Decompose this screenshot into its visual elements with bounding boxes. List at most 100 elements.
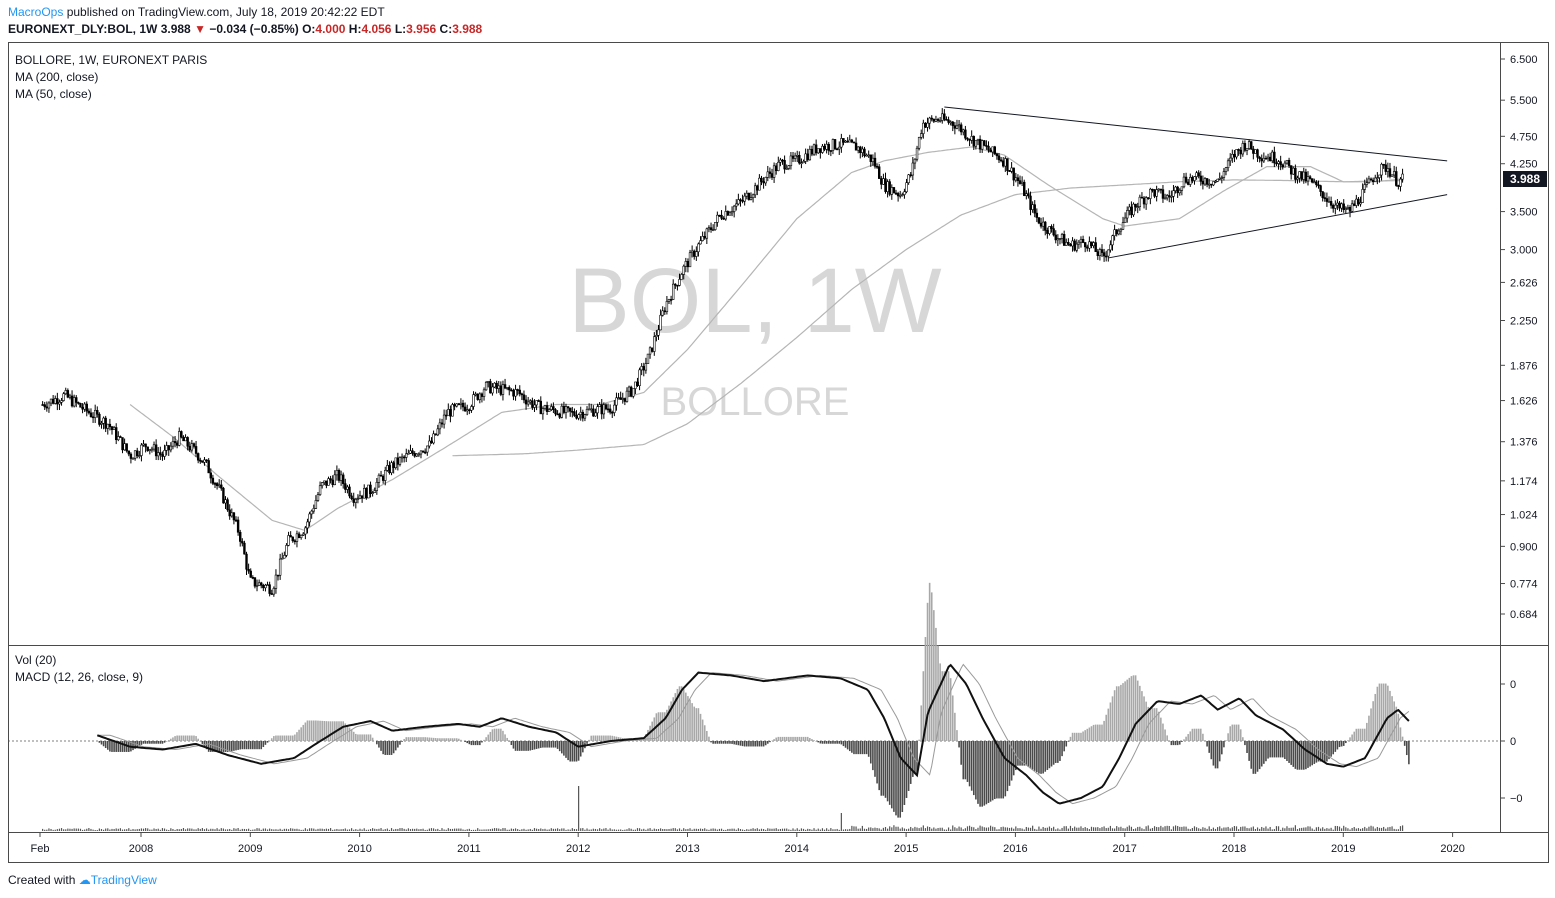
- volume-bar: [1347, 828, 1349, 831]
- macd-histogram-bar: [424, 737, 426, 741]
- macd-histogram-bar: [1025, 741, 1028, 766]
- volume-bar: [575, 829, 578, 831]
- candle-body: [581, 411, 585, 419]
- candle-body: [741, 200, 744, 202]
- volume-bar: [336, 828, 338, 831]
- volume-bar: [386, 828, 388, 831]
- macd-histogram-bar: [535, 741, 538, 749]
- volume-bar: [1130, 826, 1133, 831]
- volume-bar: [1229, 828, 1231, 831]
- candle-body: [468, 409, 471, 411]
- candle-body: [644, 363, 648, 371]
- time-tick-label: 2013: [675, 843, 699, 855]
- volume-bar: [1385, 828, 1387, 831]
- volume-bar: [588, 829, 590, 831]
- volume-bar: [439, 829, 441, 831]
- volume-bar: [1019, 828, 1021, 831]
- author-link[interactable]: MacroOps: [8, 5, 64, 19]
- macd-histogram-bar: [1109, 702, 1112, 741]
- volume-bar: [525, 829, 527, 831]
- volume-bar: [1376, 826, 1378, 831]
- volume-bar: [567, 829, 569, 831]
- volume-bar: [113, 828, 115, 831]
- macd-histogram-bar: [207, 741, 210, 752]
- candle-body: [1033, 204, 1036, 214]
- volume-bar: [193, 829, 195, 831]
- volume-bar: [798, 829, 800, 831]
- candle-body: [924, 122, 927, 128]
- macd-histogram-bar: [1357, 728, 1360, 741]
- candle-body: [51, 398, 55, 404]
- candle-body: [77, 402, 80, 404]
- volume-bar: [1328, 828, 1330, 831]
- volume-bar: [58, 828, 61, 831]
- volume-bar: [935, 828, 937, 831]
- candle-body: [1153, 189, 1156, 197]
- macd-histogram-bar: [537, 741, 540, 749]
- macd-histogram-bar: [388, 741, 391, 755]
- macd-histogram-bar: [1405, 741, 1408, 756]
- macd-histogram-bar: [399, 741, 401, 745]
- price-tick-label: 4.250: [1510, 159, 1538, 171]
- macd-histogram-bar: [1033, 741, 1036, 771]
- volume-bar: [1305, 827, 1307, 831]
- candle-body: [1203, 178, 1207, 185]
- macd-histogram-bar: [1374, 693, 1377, 741]
- candle-body: [1107, 249, 1110, 257]
- volume-bar: [149, 829, 151, 831]
- macd-histogram-bar: [182, 735, 185, 741]
- volume-bar: [1286, 826, 1288, 831]
- macd-histogram-bar: [899, 741, 902, 818]
- macd-histogram-bar: [203, 741, 206, 747]
- candle-body: [613, 404, 616, 413]
- candle-body: [798, 154, 801, 164]
- macd-histogram-bar: [1345, 741, 1347, 744]
- candle-body: [789, 155, 793, 167]
- volume-bar: [489, 829, 491, 831]
- volume-bar: [65, 829, 67, 831]
- volume-bar: [893, 825, 895, 831]
- candle-body: [1025, 193, 1028, 196]
- trendline: [1108, 194, 1448, 259]
- macd-histogram-bar: [237, 741, 239, 750]
- macd-histogram-bar: [548, 741, 550, 748]
- candle-body: [1319, 185, 1322, 192]
- macd-histogram-bar: [790, 736, 792, 741]
- volume-bar: [882, 827, 884, 831]
- macd-histogram-bar: [720, 741, 723, 744]
- candle-body: [1382, 163, 1385, 166]
- volume-bar: [1336, 826, 1339, 831]
- candle-body: [569, 407, 572, 412]
- candle-body: [228, 509, 231, 517]
- candle-body: [1075, 243, 1078, 251]
- macd-histogram-bar: [264, 741, 267, 745]
- macd-histogram-bar: [1279, 741, 1282, 758]
- macd-histogram-bar: [1115, 686, 1118, 741]
- macd-histogram-bar: [1332, 741, 1335, 755]
- candle-body: [45, 406, 49, 409]
- volume-bar: [1076, 827, 1078, 831]
- volume-bar: [716, 829, 718, 831]
- candle-body: [896, 193, 900, 197]
- volume-bar: [487, 829, 489, 831]
- tradingview-link[interactable]: TradingView: [90, 873, 157, 887]
- candle-body: [701, 236, 704, 241]
- volume-bar: [760, 828, 763, 831]
- volume-bar: [1114, 828, 1116, 831]
- volume-bar: [1248, 828, 1250, 831]
- candle-body: [1069, 244, 1072, 247]
- volume-bar: [121, 829, 124, 831]
- time-tick-label: 2019: [1331, 843, 1355, 855]
- volume-bar: [874, 827, 876, 831]
- volume-bar: [620, 829, 622, 831]
- volume-bar: [542, 829, 544, 831]
- volume-bar: [1395, 829, 1397, 831]
- candle-body: [1378, 174, 1381, 178]
- volume-bar: [561, 828, 563, 831]
- volume-bar: [1307, 826, 1309, 831]
- candle-body: [1329, 201, 1333, 206]
- macd-histogram-bar: [458, 738, 460, 741]
- volume-bar: [718, 828, 721, 831]
- candle-body: [804, 153, 807, 162]
